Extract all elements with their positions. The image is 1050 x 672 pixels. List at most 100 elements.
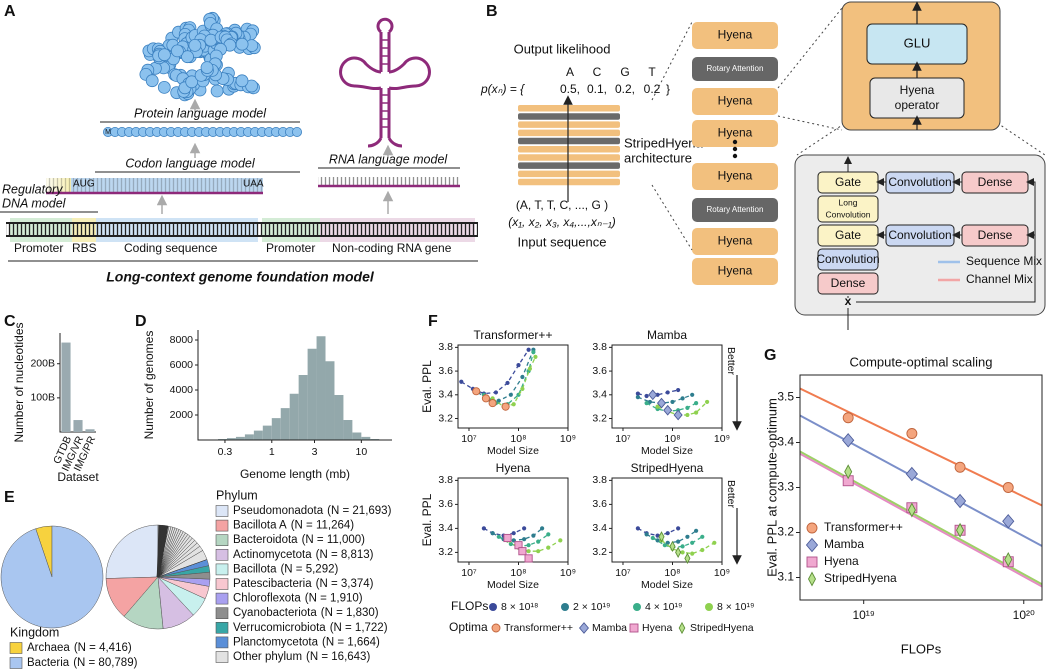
legend-label: Bacillota A [233,520,287,532]
slice-divider [157,550,203,578]
marker [1002,482,1014,493]
x-tick-label: 10⁷ [461,433,477,445]
point [680,396,685,401]
marker [905,466,918,482]
legend-swatch [215,578,229,590]
legend-label: 4 × 10¹⁹ [645,601,682,613]
histogram-bar [271,418,281,440]
marker [806,522,818,534]
output-title: Output likelihood [514,41,611,56]
legend-swatch [215,505,229,517]
rna-bases [318,177,460,186]
marker [684,552,691,565]
subplot-title: StripedHyena [631,461,704,475]
plot-frame [611,477,723,563]
legend-label: Planctomycetota [233,636,319,648]
marker [842,412,854,424]
x-tick-label: 10 [355,446,367,458]
zoom-lines [651,7,1046,251]
panel-label: F [428,313,438,330]
legend-value: (N = 5,292) [280,563,338,575]
block [692,57,778,81]
y-axis-label: Eval. PPL [420,360,434,413]
block [692,120,778,147]
marker [906,428,918,439]
mrna-bases [46,178,263,192]
point [685,405,690,410]
point [526,543,531,548]
annotation: Better [725,347,737,376]
x-tick-label: 10⁹ [560,567,576,579]
stripe [518,170,620,178]
legend-value: (N = 1,910) [305,593,363,605]
block-label: Hyena [718,28,753,42]
y-axis-label: Eval. PPL [420,493,434,546]
point [546,532,551,537]
subplot-title: Transformer++ [474,328,553,342]
bar [61,342,71,432]
residue [145,74,159,88]
legend-label: Chloroflexota [233,593,301,605]
architecture-label: architecture [624,150,692,165]
marker [669,540,676,553]
token: A [566,65,574,79]
y-tick-label: 3.8 [592,474,607,486]
histogram-bar [280,408,290,440]
input-positions: (x₁, x₂, x₃, x₄,...,xₙ₋₁) [508,215,616,229]
histogram-bar [289,393,299,440]
y-tick-label: 8000 [170,334,194,346]
point [516,363,521,368]
legend-label: 8 × 10¹⁸ [501,601,538,613]
point [690,392,695,397]
y-tick-label: 3.8 [438,341,453,353]
token: C [593,65,602,79]
rna-bases [381,39,389,128]
y-tick-label: 3.4 [592,389,607,401]
block-label: Hyena [718,169,753,183]
slice-divider [157,542,198,578]
point [536,549,541,554]
box-label: Gate [835,228,861,242]
block [692,228,778,255]
multiply: x [845,294,852,308]
point [531,533,536,538]
stripe [518,146,620,153]
histogram-bar [325,361,335,440]
histogram-bar [298,375,308,440]
x-tick-label: 10⁸ [510,433,526,445]
annotation: Better [725,480,737,509]
block-label: Hyena [900,83,935,97]
marker [805,537,819,553]
model-label: Protein language model [134,106,267,120]
legend-swatch [215,621,229,634]
marker [472,387,481,396]
legend-swatch [215,636,229,649]
block-label: operator [895,98,940,112]
legend-marker [633,603,641,611]
box-label: Dense [831,276,866,290]
point [670,399,675,405]
marker [481,394,490,403]
y-tick-label: 3.2 [592,412,607,424]
region-label: Coding sequence [124,241,218,255]
y-tick-label: 100B [30,392,55,404]
panel-label: G [764,347,776,364]
block-stack: Hyena Rotary Attention Hyena Hyena Hyena Rota… [692,22,778,285]
point [493,390,499,395]
point [459,379,464,384]
legend-label: Bacteria [27,657,70,669]
slice-divider [157,527,176,578]
legend-label: Sequence Mix [966,254,1042,268]
marker [656,397,667,409]
y-tick-label: 3.5 [777,390,794,404]
x-axis-label: Model Size [487,579,539,591]
legend-label: Transformer++ [824,520,903,534]
point [685,534,690,539]
histogram-bar [307,348,317,440]
x-tick-label: 10⁷ [615,567,631,579]
point [520,374,525,380]
marker [1004,552,1013,567]
point [536,539,541,544]
legend-label: Patescibacteria [233,578,312,590]
block [692,163,778,190]
